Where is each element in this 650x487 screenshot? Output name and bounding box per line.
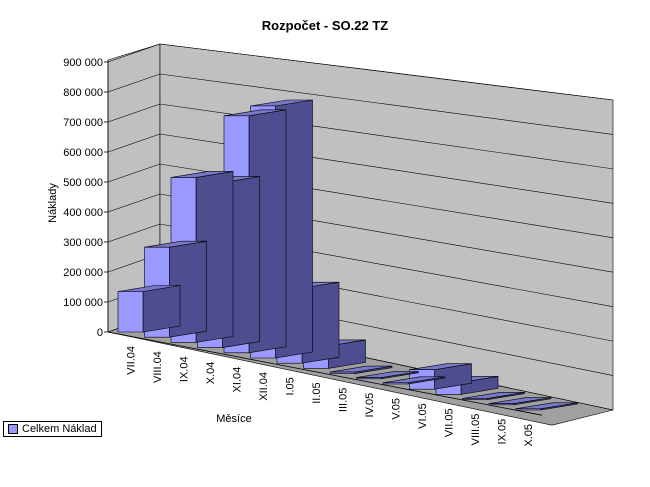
gridline-side [107,223,161,243]
y-tick-label: 400 000 [63,207,103,219]
bar [117,285,181,333]
bar-front [356,377,382,380]
x-tick-label: X.05 [523,424,535,447]
x-axis-label: Měsíce [216,413,251,425]
y-tick-label: 200 000 [63,267,103,279]
bar [329,365,393,374]
y-tick-label: 0 [97,327,103,339]
x-tick-label: VI.05 [417,403,429,429]
x-tick-label: III.05 [338,388,350,412]
bar [488,397,552,406]
bar-front [488,403,515,406]
x-tick-label: XII.04 [258,372,270,401]
bar-front [515,408,541,411]
x-axis-ticks: VII.04 VIII.04 IX.04 X.04 XI.04 XII.04 I.05 II.… [107,331,543,447]
legend-swatch [8,424,18,434]
y-tick-label: 500 000 [63,177,103,189]
bar [382,376,446,385]
y-tick-label: 100 000 [63,297,103,309]
bar-front [117,291,144,333]
bar-front [462,398,488,400]
bars [117,99,578,411]
y-tick-label: 800 000 [63,87,103,99]
y-tick-label: 300 000 [63,237,103,249]
x-tick-label: I.05 [285,377,297,395]
bar [515,402,578,411]
bar-front [329,371,356,374]
gridline-side [107,103,161,123]
x-tick-label: V.05 [391,398,403,420]
x-tick-label: X.04 [205,362,217,385]
y-tick-label: 900 000 [63,57,103,69]
x-tick-label: VII.04 [126,346,138,375]
bar [356,371,419,380]
gridline-side [107,73,161,93]
x-tick-label: XI.04 [232,367,244,393]
gridline-side [107,133,161,153]
x-tick-label: VIII.05 [470,414,482,446]
gridline-back [159,73,614,135]
legend: Celkem Náklad [3,421,102,437]
y-tick-label: 600 000 [63,147,103,159]
y-axis-ticks: 0 100 000 200 000 300 000 400 000 500 000 600 … [63,57,109,339]
x-tick-label: IX.05 [497,419,509,445]
y-axis-label: Náklady [47,183,59,223]
x-tick-label: IX.04 [179,356,191,382]
chart-title: Rozpočet - SO.22 TZ [262,18,388,33]
x-axis-line [107,331,543,416]
y-tick-label: 700 000 [63,117,103,129]
bar [462,392,525,400]
gridline-back [159,43,614,101]
x-tick-label: VII.05 [444,408,456,437]
gridline-side [107,193,161,213]
x-tick-label: II.05 [311,382,323,403]
bar-front [382,382,409,385]
gridline-side [107,43,161,63]
gridline-side [107,163,161,183]
x-tick-label: IV.05 [364,393,376,418]
legend-label: Celkem Náklad [22,423,97,435]
bar-side [142,285,181,333]
x-tick-label: VIII.04 [152,351,164,383]
